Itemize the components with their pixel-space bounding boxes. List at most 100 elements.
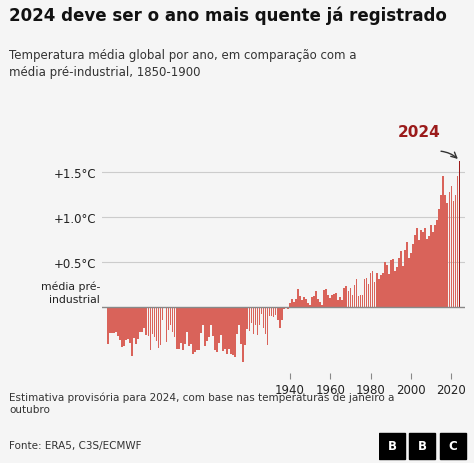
Bar [204, 308, 206, 346]
Bar [248, 308, 250, 331]
Bar [434, 225, 436, 308]
Bar [313, 296, 315, 308]
Bar [390, 261, 392, 308]
Bar [321, 305, 323, 308]
Bar [237, 308, 238, 334]
Bar [152, 308, 153, 334]
Bar [180, 308, 182, 343]
Bar [364, 280, 365, 308]
Text: 2024: 2024 [398, 125, 441, 140]
Bar [386, 265, 388, 308]
Bar [356, 280, 357, 308]
Bar [283, 308, 284, 310]
Bar [144, 308, 145, 329]
Text: Fonte: ERA5, C3S/ECMWF: Fonte: ERA5, C3S/ECMWF [9, 440, 142, 450]
FancyBboxPatch shape [439, 433, 465, 459]
Bar [336, 294, 337, 308]
Bar [107, 308, 109, 345]
Bar [295, 300, 297, 308]
Bar [287, 308, 289, 310]
Bar [328, 295, 329, 308]
Bar [396, 267, 398, 308]
Bar [453, 201, 454, 308]
Bar [273, 308, 274, 318]
Text: B: B [418, 439, 427, 452]
Bar [232, 308, 234, 356]
Bar [412, 244, 414, 308]
Bar [402, 266, 404, 308]
Bar [243, 308, 244, 362]
Bar [346, 286, 347, 308]
Bar [360, 295, 361, 308]
Bar [188, 308, 190, 346]
Bar [226, 308, 228, 354]
Bar [115, 308, 117, 332]
Bar [339, 298, 341, 308]
Bar [447, 203, 448, 308]
Bar [214, 308, 216, 350]
Bar [255, 308, 256, 325]
Bar [246, 308, 248, 329]
Bar [166, 308, 167, 342]
Bar [352, 295, 353, 308]
Bar [398, 258, 400, 308]
Bar [325, 290, 327, 308]
FancyBboxPatch shape [379, 433, 405, 459]
Bar [279, 308, 281, 329]
Bar [370, 274, 372, 308]
Bar [392, 260, 394, 308]
Bar [416, 228, 418, 308]
Bar [261, 308, 262, 314]
Bar [299, 296, 301, 308]
Bar [136, 308, 137, 345]
Bar [269, 308, 271, 316]
Bar [162, 308, 164, 320]
Bar [125, 308, 127, 340]
Bar [245, 308, 246, 346]
Bar [317, 300, 319, 308]
Bar [192, 308, 194, 355]
Bar [133, 308, 135, 338]
Bar [259, 308, 260, 325]
Bar [160, 308, 161, 346]
Bar [289, 303, 291, 308]
Bar [224, 308, 226, 349]
Bar [442, 177, 444, 308]
Bar [319, 302, 321, 308]
Bar [305, 300, 307, 308]
Bar [131, 308, 133, 357]
Bar [222, 308, 224, 351]
Bar [220, 308, 222, 335]
Bar [408, 258, 410, 308]
Bar [424, 228, 426, 308]
Text: 2024 deve ser o ano mais quente já registrado: 2024 deve ser o ano mais quente já regis… [9, 7, 447, 25]
Bar [208, 308, 210, 338]
Bar [357, 296, 359, 308]
Bar [311, 297, 313, 308]
Bar [212, 308, 214, 337]
Bar [341, 300, 343, 308]
Bar [137, 308, 139, 339]
Bar [190, 308, 191, 344]
Bar [149, 308, 151, 350]
Bar [275, 308, 276, 315]
Bar [432, 233, 434, 308]
Bar [176, 308, 177, 349]
Bar [267, 308, 268, 346]
Bar [271, 308, 273, 317]
Bar [323, 291, 325, 308]
Bar [354, 285, 356, 308]
Bar [139, 308, 141, 332]
Bar [394, 272, 396, 308]
Bar [414, 236, 416, 308]
Bar [365, 279, 367, 308]
Text: Temperatura média global por ano, em comparação com a
média pré-industrial, 1850: Temperatura média global por ano, em com… [9, 49, 357, 79]
Bar [380, 275, 382, 308]
Bar [455, 196, 456, 308]
Bar [297, 290, 299, 308]
Bar [206, 308, 208, 341]
Bar [459, 162, 460, 308]
Bar [404, 250, 406, 308]
Bar [263, 308, 264, 329]
Bar [428, 237, 430, 308]
